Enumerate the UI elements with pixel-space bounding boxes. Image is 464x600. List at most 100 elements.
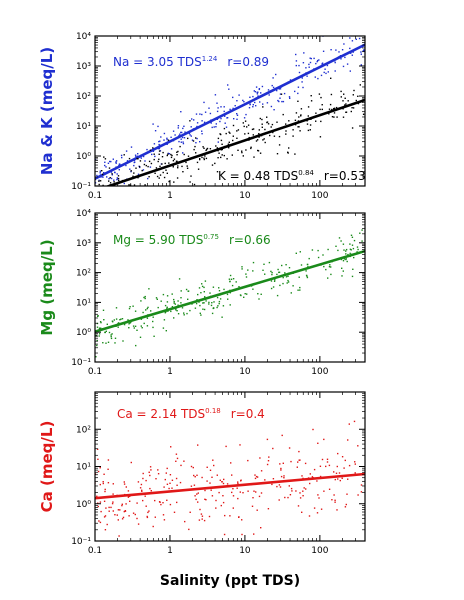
data-point: [175, 309, 177, 311]
data-point: [203, 308, 206, 311]
data-point: [329, 103, 332, 106]
data-point: [217, 141, 219, 143]
data-point: [271, 123, 274, 126]
data-point: [335, 49, 337, 51]
data-point: [355, 38, 357, 40]
data-point: [362, 113, 365, 115]
data-point: [309, 473, 311, 475]
data-point: [219, 133, 221, 135]
data-point: [255, 491, 257, 493]
y-tick-label: 10²: [76, 425, 91, 435]
data-point: [164, 478, 166, 481]
data-point: [342, 116, 345, 118]
x-tick-label: 1: [167, 546, 173, 556]
data-point: [243, 296, 245, 298]
data-point: [245, 273, 247, 275]
data-point: [216, 306, 218, 309]
data-point: [133, 161, 135, 164]
data-point: [272, 478, 275, 480]
y-tick-label: 10⁰: [76, 328, 91, 338]
data-point: [345, 111, 348, 113]
data-point: [200, 314, 202, 316]
data-point: [183, 460, 185, 462]
data-point: [190, 135, 192, 137]
y-tick-label: 10³: [76, 62, 91, 72]
data-point: [203, 286, 205, 289]
data-point: [99, 501, 102, 503]
data-point: [359, 232, 361, 234]
data-point: [111, 174, 113, 176]
data-point: [262, 103, 264, 105]
data-point: [342, 100, 344, 102]
data-point: [147, 177, 149, 180]
data-point: [189, 134, 191, 136]
data-point: [105, 342, 107, 344]
data-point: [257, 91, 259, 93]
data-point: [199, 508, 201, 511]
data-point: [308, 515, 311, 517]
data-point: [203, 158, 205, 161]
data-point: [181, 131, 183, 134]
data-point: [180, 131, 182, 134]
data-point: [230, 278, 233, 280]
data-point: [295, 252, 297, 254]
data-point: [136, 502, 138, 504]
data-point: [215, 123, 217, 125]
data-point: [162, 171, 164, 174]
data-point: [236, 130, 238, 132]
data-point: [146, 307, 148, 310]
data-point: [262, 269, 264, 271]
data-point: [241, 151, 243, 154]
data-point: [348, 464, 351, 467]
data-point: [149, 474, 151, 477]
data-point: [341, 267, 343, 269]
data-point: [202, 146, 204, 148]
data-point: [128, 323, 130, 325]
data-point: [185, 288, 188, 291]
data-point: [216, 110, 219, 113]
data-point: [239, 491, 241, 493]
data-point: [300, 115, 302, 117]
data-point: [231, 474, 233, 476]
data-point: [260, 492, 263, 494]
fit-equation-ca: Ca = 2.14 TDS0.18 r=0.4: [117, 407, 265, 421]
data-point: [245, 113, 247, 116]
data-point: [163, 486, 165, 488]
data-point: [216, 102, 218, 104]
data-point: [278, 484, 281, 486]
data-point: [135, 167, 137, 169]
data-point: [173, 181, 175, 183]
data-point: [340, 240, 342, 242]
data-point: [199, 312, 201, 314]
data-point: [241, 519, 243, 521]
data-point: [202, 308, 204, 310]
data-point: [317, 494, 319, 496]
data-point: [297, 120, 300, 122]
data-point: [148, 160, 151, 163]
data-point: [224, 115, 226, 117]
data-point: [342, 108, 344, 110]
data-point: [186, 312, 188, 315]
data-point: [138, 166, 141, 168]
data-point: [279, 93, 282, 95]
data-point: [176, 484, 178, 486]
data-point: [279, 463, 281, 465]
data-point: [180, 290, 182, 292]
data-point: [234, 105, 236, 107]
data-point: [190, 175, 192, 177]
data-point: [276, 273, 278, 276]
data-point: [335, 472, 338, 474]
data-point: [320, 120, 322, 123]
data-point: [282, 462, 284, 464]
data-point: [108, 180, 110, 182]
data-point: [357, 494, 359, 496]
data-point: [327, 248, 329, 251]
data-point: [187, 290, 190, 292]
data-point: [271, 84, 273, 87]
data-point: [243, 101, 245, 103]
data-point: [333, 112, 336, 114]
data-point: [117, 175, 120, 177]
data-point: [189, 120, 191, 122]
data-point: [258, 88, 261, 90]
data-point: [311, 249, 314, 251]
